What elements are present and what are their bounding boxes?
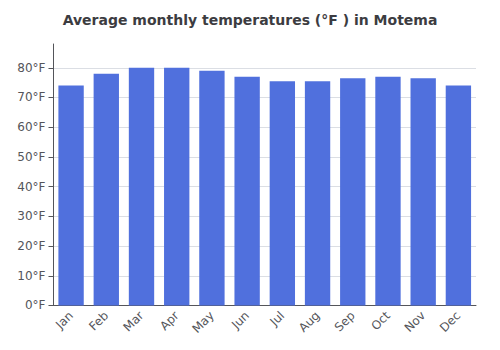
svg-text:Jun: Jun: [228, 309, 252, 333]
svg-text:Jan: Jan: [52, 309, 76, 333]
svg-text:30°F: 30°F: [17, 209, 45, 223]
svg-text:0°F: 0°F: [25, 298, 46, 312]
svg-text:50°F: 50°F: [17, 150, 45, 164]
svg-text:20°F: 20°F: [17, 239, 45, 253]
svg-text:May: May: [189, 309, 216, 336]
svg-text:Dec: Dec: [437, 309, 463, 335]
svg-text:60°F: 60°F: [17, 120, 45, 134]
svg-text:10°F: 10°F: [17, 269, 45, 283]
svg-text:Jul: Jul: [266, 309, 287, 330]
svg-text:Oct: Oct: [368, 308, 393, 333]
svg-text:Apr: Apr: [157, 308, 182, 333]
svg-text:Aug: Aug: [296, 309, 322, 335]
svg-text:70°F: 70°F: [17, 90, 45, 104]
svg-text:Nov: Nov: [402, 309, 428, 335]
svg-text:Sep: Sep: [332, 309, 358, 335]
svg-text:80°F: 80°F: [17, 61, 45, 75]
svg-text:40°F: 40°F: [17, 180, 45, 194]
svg-text:Mar: Mar: [121, 308, 147, 334]
svg-text:Feb: Feb: [86, 309, 111, 334]
svg-text:Average monthly temperatures (: Average monthly temperatures (°F ) in Mo…: [63, 12, 438, 28]
